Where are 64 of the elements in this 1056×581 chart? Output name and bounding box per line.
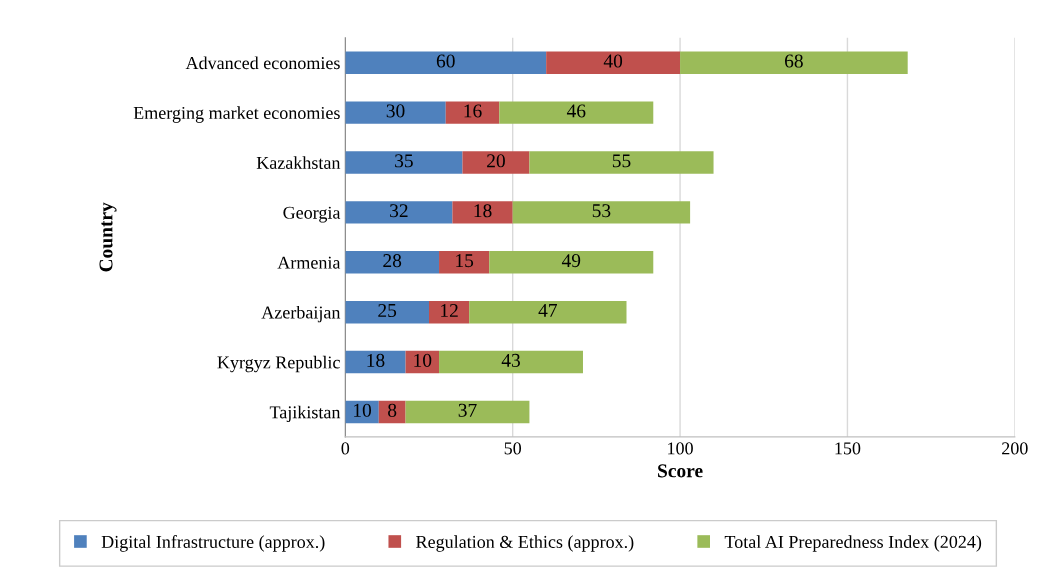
- bar: [512, 201, 691, 224]
- data-label: 10: [414, 353, 432, 367]
- legend-label: Regulation & Ethics (approx.): [416, 535, 634, 552]
- bar: [489, 251, 654, 274]
- bar: [462, 151, 530, 174]
- data-label: 20: [487, 154, 505, 168]
- data-label: 16: [464, 104, 482, 118]
- bar: [405, 400, 530, 424]
- legend-label: Total AI Preparedness Index (2024): [724, 535, 982, 552]
- data-label: 35: [395, 154, 413, 168]
- x-tick-label: 200: [1002, 442, 1028, 455]
- data-label: 15: [456, 254, 474, 268]
- y-tick-label: Armenia: [277, 256, 341, 269]
- data-label: 40: [603, 54, 623, 68]
- x-axis-title: Score: [658, 464, 703, 478]
- x-tick-label: 50: [504, 442, 522, 455]
- data-label: 68: [784, 54, 803, 68]
- data-label: 43: [501, 353, 520, 367]
- data-label: 18: [474, 204, 492, 218]
- data-label: 37: [458, 403, 477, 417]
- bar: [345, 300, 429, 324]
- y-tick-label: Emerging market economies: [133, 106, 340, 123]
- x-tick-label: 0: [341, 442, 350, 455]
- y-tick-label: Azerbaijan: [261, 305, 341, 323]
- data-label: 47: [538, 304, 557, 317]
- data-label: 32: [390, 204, 408, 218]
- y-tick-label: Tajikistan: [269, 405, 341, 423]
- bar: [345, 201, 453, 224]
- data-label: 30: [386, 104, 405, 118]
- y-tick-label: Advanced economies: [185, 56, 340, 70]
- bar: [452, 201, 513, 224]
- bar: [345, 251, 440, 274]
- bar: [439, 251, 490, 274]
- data-label: 25: [378, 303, 397, 318]
- data-label: 53: [592, 204, 611, 218]
- bar: [345, 101, 446, 124]
- bar: [499, 101, 654, 124]
- bar: [378, 400, 406, 424]
- data-label: 49: [561, 254, 581, 268]
- bar: [680, 51, 908, 74]
- bar: [529, 151, 714, 174]
- bar: [429, 300, 470, 324]
- bar: [469, 300, 627, 324]
- x-tick-label: 150: [835, 442, 861, 455]
- data-label: 28: [383, 254, 402, 268]
- y-tick-label: Kyrgyz Republic: [217, 355, 340, 373]
- data-label: 10: [354, 403, 372, 417]
- data-label: 12: [441, 303, 458, 317]
- bar: [345, 151, 463, 174]
- bar: [345, 350, 406, 374]
- legend-label: Digital Infrastructure (approx.): [101, 535, 325, 552]
- data-label: 55: [612, 154, 631, 168]
- bar: [445, 101, 500, 124]
- x-tick-label: 100: [668, 442, 693, 455]
- data-label: 8: [388, 403, 397, 417]
- y-axis-title: Country: [99, 202, 117, 272]
- data-label: 60: [436, 54, 455, 68]
- bar: [439, 350, 583, 374]
- data-label: 18: [367, 353, 385, 367]
- bar: [546, 51, 681, 74]
- data-label: 46: [566, 104, 586, 118]
- bar: [345, 51, 547, 74]
- y-tick-label: Georgia: [283, 206, 341, 223]
- y-tick-label: Kazakhstan: [256, 156, 341, 169]
